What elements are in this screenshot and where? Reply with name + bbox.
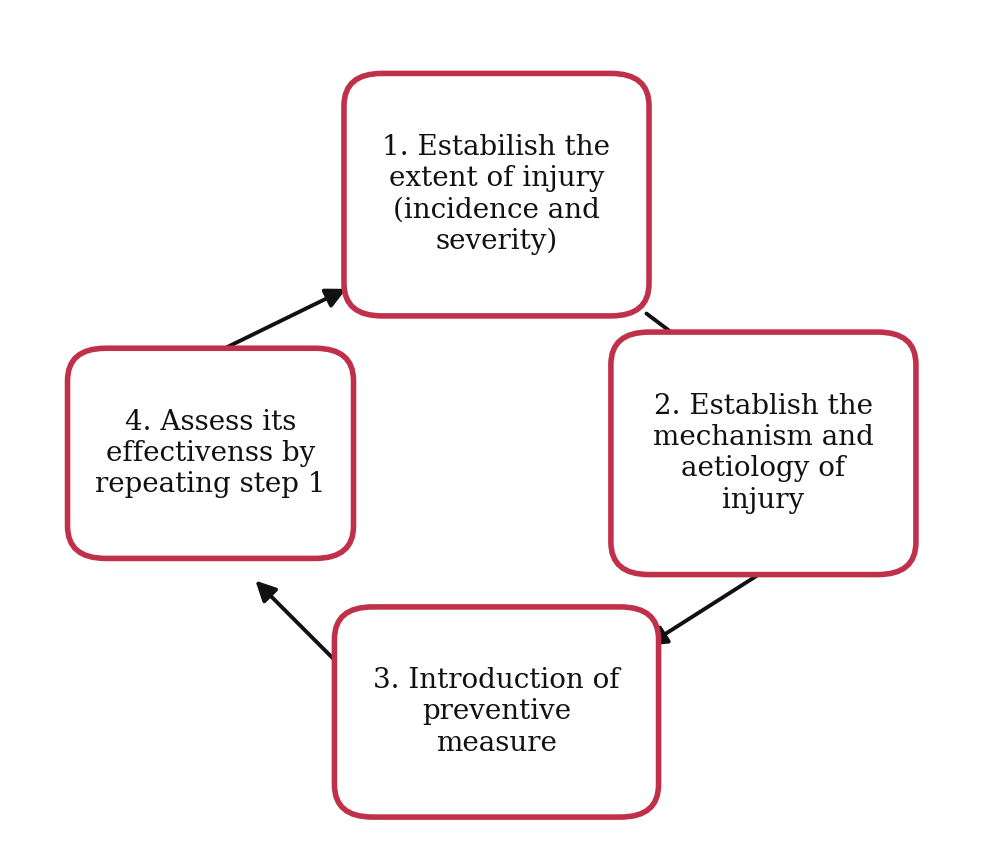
FancyBboxPatch shape (611, 332, 916, 574)
Text: 3. Introduction of
preventive
measure: 3. Introduction of preventive measure (373, 668, 620, 757)
Text: 4. Assess its
effectivenss by
repeating step 1: 4. Assess its effectivenss by repeating … (95, 408, 326, 498)
FancyBboxPatch shape (335, 607, 658, 817)
Text: 1. Estabilish the
extent of injury
(incidence and
severity): 1. Estabilish the extent of injury (inci… (382, 134, 611, 255)
FancyBboxPatch shape (344, 73, 649, 316)
FancyBboxPatch shape (68, 349, 354, 558)
Text: 2. Establish the
mechanism and
aetiology of
injury: 2. Establish the mechanism and aetiology… (653, 393, 874, 514)
